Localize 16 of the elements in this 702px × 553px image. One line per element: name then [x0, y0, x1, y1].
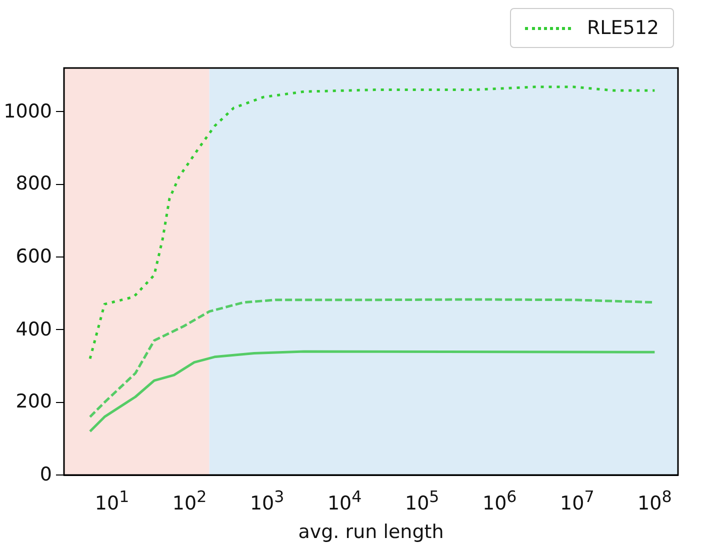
y-tick-label: 800 — [16, 172, 52, 195]
x-tick-label: 10$^{1}$ — [94, 487, 130, 514]
y-tick-label: 200 — [16, 390, 52, 413]
y-tick-label: 600 — [16, 245, 52, 268]
x-tick-label: 10$^{8}$ — [638, 487, 672, 514]
x-tick-label: 10$^{2}$ — [172, 487, 207, 514]
y-tick-label: 400 — [16, 318, 52, 340]
y-tick-label: 0 — [40, 464, 52, 486]
x-tick-label: 10$^{7}$ — [560, 487, 594, 514]
x-axis-title: avg. run length — [298, 521, 444, 543]
x-tick-label: 10$^{3}$ — [250, 487, 284, 514]
legend-label: RLE512 — [586, 17, 659, 39]
x-tick-label: 10$^{6}$ — [482, 487, 517, 514]
x-tick-label: 10$^{5}$ — [404, 487, 440, 514]
y-tick-label: 1000 — [4, 100, 52, 122]
x-tick-label: 10$^{4}$ — [327, 487, 362, 514]
